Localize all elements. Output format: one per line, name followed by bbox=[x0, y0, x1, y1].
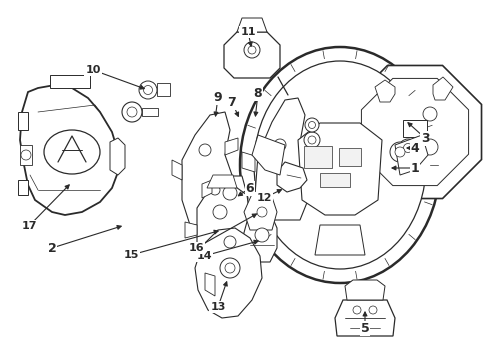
Ellipse shape bbox=[240, 47, 439, 283]
Circle shape bbox=[368, 306, 376, 314]
Circle shape bbox=[199, 144, 210, 156]
Polygon shape bbox=[18, 180, 28, 195]
Text: 7: 7 bbox=[227, 95, 236, 108]
Circle shape bbox=[308, 122, 315, 129]
Ellipse shape bbox=[44, 130, 100, 174]
Circle shape bbox=[398, 139, 416, 157]
Polygon shape bbox=[224, 32, 280, 78]
Circle shape bbox=[273, 139, 285, 151]
Text: 15: 15 bbox=[123, 250, 139, 260]
Polygon shape bbox=[244, 194, 276, 230]
Polygon shape bbox=[254, 98, 309, 220]
Circle shape bbox=[389, 142, 409, 162]
Polygon shape bbox=[348, 66, 481, 198]
Circle shape bbox=[224, 236, 236, 248]
Polygon shape bbox=[20, 85, 118, 215]
Circle shape bbox=[209, 185, 220, 195]
Polygon shape bbox=[224, 138, 238, 155]
Polygon shape bbox=[304, 146, 331, 168]
Circle shape bbox=[223, 186, 237, 200]
Text: 6: 6 bbox=[245, 181, 254, 194]
Polygon shape bbox=[361, 78, 468, 186]
Circle shape bbox=[403, 144, 412, 153]
Polygon shape bbox=[157, 83, 170, 96]
Polygon shape bbox=[402, 120, 426, 137]
Polygon shape bbox=[237, 18, 266, 32]
Polygon shape bbox=[197, 185, 249, 270]
Circle shape bbox=[21, 150, 31, 160]
Polygon shape bbox=[142, 108, 158, 116]
Circle shape bbox=[127, 107, 137, 117]
Polygon shape bbox=[184, 222, 197, 238]
Circle shape bbox=[352, 306, 360, 314]
Text: 10: 10 bbox=[85, 65, 101, 75]
Text: 14: 14 bbox=[196, 251, 211, 261]
Polygon shape bbox=[374, 80, 394, 102]
Polygon shape bbox=[172, 160, 182, 180]
Polygon shape bbox=[204, 273, 215, 296]
Polygon shape bbox=[18, 112, 28, 130]
Polygon shape bbox=[432, 77, 452, 100]
Polygon shape bbox=[242, 210, 276, 262]
Polygon shape bbox=[195, 228, 262, 318]
Polygon shape bbox=[314, 225, 364, 255]
Polygon shape bbox=[338, 148, 360, 166]
Polygon shape bbox=[206, 175, 237, 188]
Circle shape bbox=[143, 86, 152, 95]
Text: 13: 13 bbox=[210, 302, 225, 312]
Circle shape bbox=[220, 258, 240, 278]
Polygon shape bbox=[319, 173, 349, 187]
Circle shape bbox=[254, 228, 268, 242]
Polygon shape bbox=[202, 180, 212, 198]
Circle shape bbox=[421, 139, 437, 155]
Polygon shape bbox=[394, 135, 427, 175]
Text: 1: 1 bbox=[410, 162, 419, 175]
Text: 9: 9 bbox=[213, 90, 222, 104]
Text: 3: 3 bbox=[420, 131, 428, 144]
Circle shape bbox=[247, 46, 256, 54]
Circle shape bbox=[139, 81, 157, 99]
Circle shape bbox=[244, 42, 260, 58]
Polygon shape bbox=[394, 142, 411, 156]
Text: 8: 8 bbox=[253, 86, 262, 99]
Polygon shape bbox=[50, 75, 90, 88]
Ellipse shape bbox=[253, 61, 425, 269]
Text: 11: 11 bbox=[240, 27, 255, 37]
Circle shape bbox=[394, 147, 404, 157]
Circle shape bbox=[305, 118, 318, 132]
Polygon shape bbox=[334, 300, 394, 336]
Polygon shape bbox=[212, 176, 247, 220]
Polygon shape bbox=[251, 135, 285, 175]
Polygon shape bbox=[110, 138, 125, 175]
Text: 12: 12 bbox=[256, 193, 271, 203]
Text: 16: 16 bbox=[188, 243, 203, 253]
Polygon shape bbox=[297, 123, 381, 215]
Polygon shape bbox=[182, 112, 235, 225]
Circle shape bbox=[257, 207, 266, 217]
Polygon shape bbox=[276, 162, 306, 192]
Circle shape bbox=[307, 136, 315, 144]
Polygon shape bbox=[345, 280, 384, 300]
Circle shape bbox=[289, 173, 299, 183]
Text: 4: 4 bbox=[410, 141, 419, 154]
Polygon shape bbox=[242, 152, 254, 172]
Circle shape bbox=[224, 263, 235, 273]
Text: 5: 5 bbox=[360, 321, 368, 334]
Circle shape bbox=[122, 102, 142, 122]
Circle shape bbox=[304, 132, 319, 148]
Circle shape bbox=[422, 107, 436, 121]
Polygon shape bbox=[20, 145, 32, 165]
Circle shape bbox=[213, 205, 226, 219]
Text: 17: 17 bbox=[21, 221, 37, 231]
Text: 2: 2 bbox=[47, 242, 56, 255]
